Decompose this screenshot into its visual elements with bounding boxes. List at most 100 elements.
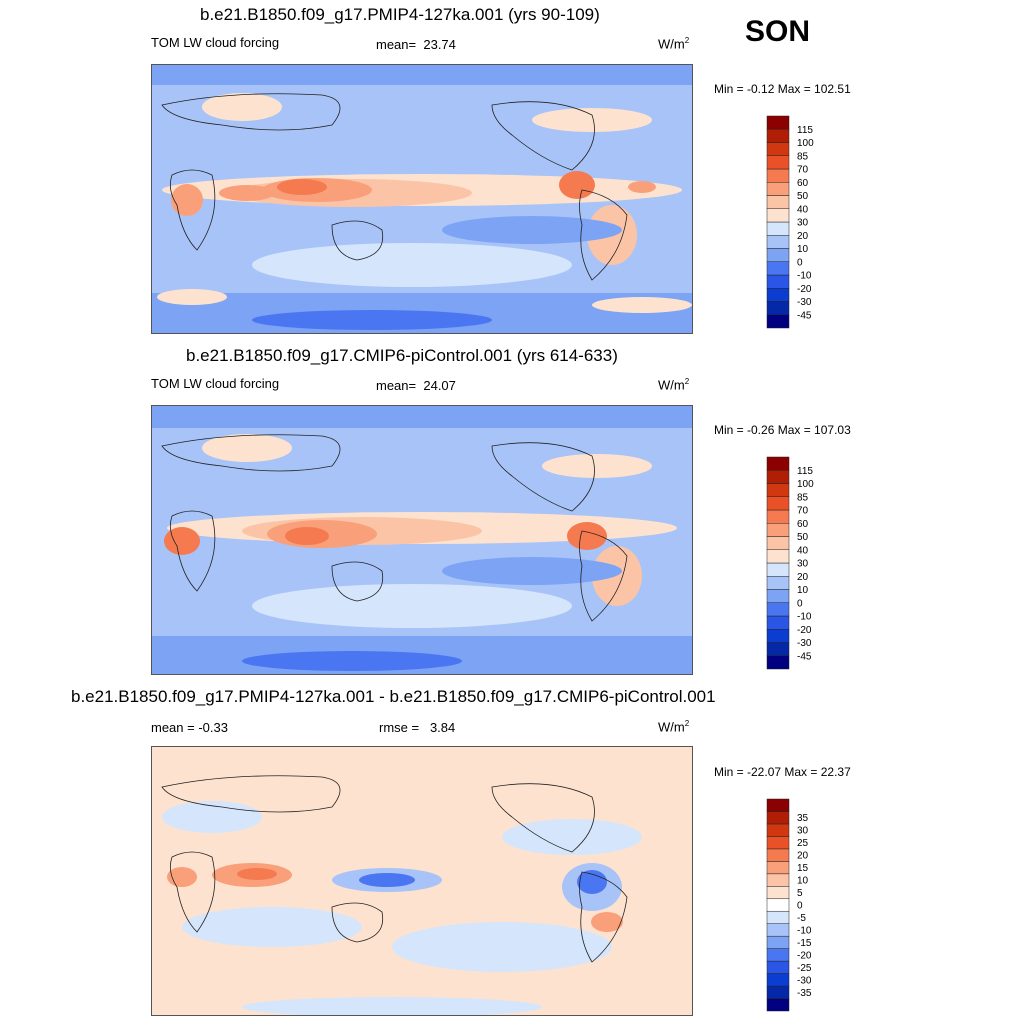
colorbar-label: -45 [797,310,812,321]
colorbar-swatch [766,629,790,643]
colorbar-swatch [766,886,790,900]
colorbar-swatch [766,973,790,987]
panel-2-units: W/m2 [658,377,690,393]
colorbar-label: 115 [797,466,813,477]
colorbar-label: -20 [797,284,812,295]
panel-3-mean: mean = -0.33 [151,720,228,735]
colorbar-swatch [766,935,790,949]
colorbar-label: 30 [797,218,809,229]
panel-2-map [151,405,693,675]
colorbar-swatch [766,142,790,156]
colorbar-swatch [766,655,790,670]
colorbar-swatch [766,221,790,236]
colorbar-label: -10 [797,925,812,936]
panel-2-map-canvas [152,406,692,674]
colorbar-label: -20 [797,625,812,636]
colorbar-swatch [766,301,790,315]
colorbar-label: 70 [797,506,809,517]
panel-1-units: W/m2 [658,36,690,52]
colorbar-label: 70 [797,165,809,176]
colorbar-label: 20 [797,231,809,242]
colorbar-label: -15 [797,938,812,949]
panel-2-minmax: Min = -0.26 Max = 107.03 [714,423,851,437]
colorbar-swatch [766,798,790,812]
colorbar-label: 20 [797,851,809,862]
colorbar-swatch [766,923,790,937]
colorbar-swatch [766,836,790,850]
colorbar-label: 10 [797,244,809,255]
colorbar-swatch [766,536,790,550]
colorbar-label: -30 [797,638,812,649]
panel-1-map [151,64,693,334]
panel-1-colorbar-canvas: -45 -30 -20 -10 0 10 20 30 40 50 60 70 85 100 115 [766,115,814,329]
colorbar-swatch [766,483,790,497]
colorbar-label: -5 [797,913,806,924]
colorbar-swatch [766,261,790,276]
panel-1-title: b.e21.B1850.f09_g17.PMIP4-127ka.001 (yrs… [200,5,600,24]
colorbar-label: 115 [797,125,813,136]
colorbar-label: -20 [797,950,812,961]
panel-1-map-canvas [152,65,692,333]
colorbar-swatch [766,576,790,590]
colorbar-label: 60 [797,519,809,530]
colorbar-label: -35 [797,988,812,999]
panel-2-mean: mean= 24.07 [376,378,456,393]
colorbar-label: 50 [797,191,809,202]
panel-3-map-canvas [152,747,692,1015]
colorbar-swatch [766,496,790,511]
colorbar-swatch [766,898,790,912]
colorbar-label: 0 [797,901,803,912]
colorbar-swatch [766,615,790,630]
panel-1-variable-label: TOM LW cloud forcing [151,35,280,50]
colorbar-swatch [766,823,790,837]
colorbar-swatch [766,314,790,329]
colorbar-label: 25 [797,838,809,849]
colorbar-label: 0 [797,598,803,609]
colorbar-label: 30 [797,559,809,570]
colorbar-label: 85 [797,492,809,503]
colorbar-swatch [766,208,790,223]
colorbar-swatch [766,274,790,289]
panel-1-minmax: Min = -0.12 Max = 102.51 [714,82,851,96]
colorbar-label: 40 [797,204,809,215]
colorbar-swatch [766,960,790,974]
panel-2-title: b.e21.B1850.f09_g17.CMIP6-piControl.001 … [186,346,618,365]
colorbar-label: 20 [797,572,809,583]
colorbar-label: -45 [797,651,812,662]
colorbar-swatch [766,549,790,564]
panel-3-minmax: Min = -22.07 Max = 22.37 [714,765,851,779]
colorbar-swatch [766,248,790,262]
colorbar-swatch [766,589,790,603]
colorbar-label: -10 [797,271,812,282]
colorbar-label: 100 [797,479,814,490]
colorbar-label: 5 [797,888,803,899]
colorbar-swatch [766,562,790,577]
colorbar-swatch [766,861,790,875]
colorbar-swatch [766,115,790,130]
colorbar-swatch [766,155,790,170]
panel-1-mean: mean= 23.74 [376,37,456,52]
colorbar-swatch [766,873,790,887]
panel-2-variable-label: TOM LW cloud forcing [151,376,280,391]
panel-3-rmse: rmse = 3.84 [379,720,456,735]
panel-1-colorbar: -45 -30 -20 -10 0 10 20 30 40 50 60 70 85 100 115 [766,115,816,335]
colorbar-label: -30 [797,975,812,986]
colorbar-swatch [766,948,790,962]
colorbar-label: 60 [797,178,809,189]
colorbar-swatch [766,288,790,302]
colorbar-label: 35 [797,813,809,824]
colorbar-label: -30 [797,297,812,308]
panel-3-colorbar: -35 -30 -25 -20 -15 -10 -5 0 5 10 15 20 25 30 35 [766,798,816,1018]
colorbar-swatch [766,456,790,471]
colorbar-swatch [766,602,790,617]
colorbar-label: -10 [797,612,812,623]
colorbar-swatch [766,848,790,862]
colorbar-label: 0 [797,257,803,268]
colorbar-swatch [766,642,790,656]
colorbar-swatch [766,195,790,209]
colorbar-swatch [766,509,790,524]
colorbar-swatch [766,235,790,249]
colorbar-label: -25 [797,963,812,974]
season-label: SON [745,15,811,48]
